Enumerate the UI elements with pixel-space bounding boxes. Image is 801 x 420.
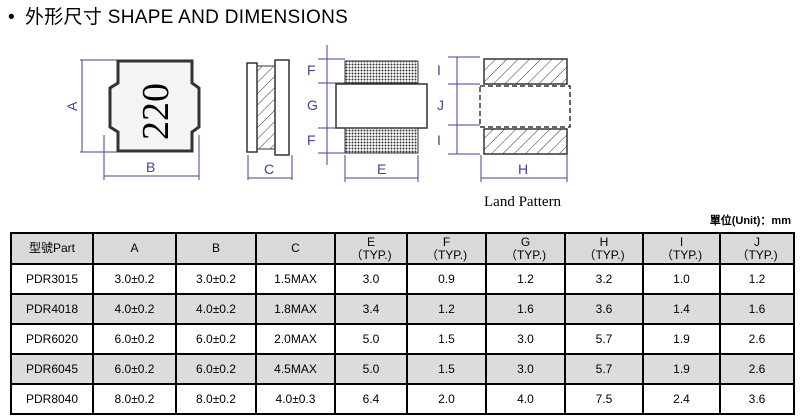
table-cell: 8.0±0.2 bbox=[92, 383, 177, 415]
table-cell: 2.4 bbox=[642, 383, 721, 415]
header-b: B bbox=[175, 232, 257, 265]
dim-label-h: H bbox=[518, 161, 528, 177]
table-cell: 1.2 bbox=[406, 293, 487, 325]
table-cell: 3.4 bbox=[334, 293, 408, 325]
dim-label-i-bottom: I bbox=[437, 132, 441, 148]
section-title: • 外形尺寸 SHAPE AND DIMENSIONS bbox=[8, 2, 348, 29]
table-cell: 5.0 bbox=[334, 353, 408, 385]
section-title-text: 外形尺寸 SHAPE AND DIMENSIONS bbox=[24, 7, 349, 28]
table-cell: 3.6 bbox=[719, 383, 795, 415]
table-cell: 3.6 bbox=[564, 293, 644, 325]
table-cell: 1.9 bbox=[642, 323, 721, 355]
table-cell: 1.2 bbox=[485, 263, 566, 295]
table-cell: 3.0 bbox=[485, 353, 566, 385]
table-row: PDR6020 6.0±0.2 6.0±0.2 2.0MAX 5.0 1.5 3.0 5.7 1… bbox=[10, 323, 795, 355]
table-cell: PDR4018 bbox=[10, 293, 94, 325]
table-cell: 1.9 bbox=[642, 353, 721, 385]
table-cell: 5.7 bbox=[564, 323, 644, 355]
table-cell: 5.0 bbox=[334, 323, 408, 355]
table-cell: 6.4 bbox=[334, 383, 408, 415]
table-row: PDR4018 4.0±0.2 4.0±0.2 1.8MAX 3.4 1.2 1.6 3.6 1… bbox=[10, 293, 795, 325]
header-i: I （TYP.) bbox=[642, 232, 721, 265]
dim-label-i-top: I bbox=[437, 62, 441, 78]
header-e: E （TYP.) bbox=[334, 232, 408, 265]
table-cell: 6.0±0.2 bbox=[92, 353, 177, 385]
table-cell: 3.0 bbox=[485, 323, 566, 355]
table-cell: 3.2 bbox=[564, 263, 644, 295]
table-cell: 2.0 bbox=[406, 383, 487, 415]
table-cell: 4.5MAX bbox=[255, 353, 336, 385]
dim-label-f-top: F bbox=[307, 62, 316, 78]
table-cell: 6.0±0.2 bbox=[175, 353, 257, 385]
dim-label-b: B bbox=[146, 159, 155, 175]
table-cell: 3.0±0.2 bbox=[175, 263, 257, 295]
table-cell: 1.2 bbox=[719, 263, 795, 295]
table-cell: 4.0±0.3 bbox=[255, 383, 336, 415]
table-row: PDR6045 6.0±0.2 6.0±0.2 4.5MAX 5.0 1.5 3.0 5.7 1… bbox=[10, 353, 795, 385]
table-cell: 1.6 bbox=[719, 293, 795, 325]
table-cell: 4.0 bbox=[485, 383, 566, 415]
dim-label-c: C bbox=[264, 161, 274, 177]
table-cell: 7.5 bbox=[564, 383, 644, 415]
table-cell: 1.5 bbox=[406, 353, 487, 385]
header-c: C bbox=[255, 232, 336, 265]
dim-label-g: G bbox=[307, 97, 318, 113]
dim-label-a: A bbox=[64, 101, 80, 111]
table-header-row: 型號Part A B C E （TYP.) F （TYP.) G （TYP.) H （T… bbox=[10, 232, 795, 265]
table-cell: 6.0±0.2 bbox=[175, 323, 257, 355]
header-j: J （TYP.) bbox=[719, 232, 795, 265]
header-g: G （TYP.) bbox=[485, 232, 566, 265]
table-cell: 2.0MAX bbox=[255, 323, 336, 355]
table-cell: 1.8MAX bbox=[255, 293, 336, 325]
dim-label-f-bottom: F bbox=[307, 132, 316, 148]
dimension-drawing: A B C E F G F H I J I 220 bbox=[64, 45, 571, 182]
table-cell: PDR3015 bbox=[10, 263, 94, 295]
dim-label-j: J bbox=[437, 97, 444, 113]
dim-label-e: E bbox=[377, 161, 386, 177]
table-cell: 2.6 bbox=[719, 353, 795, 385]
table-cell: 4.0±0.2 bbox=[175, 293, 257, 325]
table-cell: 0.9 bbox=[406, 263, 487, 295]
header-f: F （TYP.) bbox=[406, 232, 487, 265]
table-row: PDR8040 8.0±0.2 8.0±0.2 4.0±0.3 6.4 2.0 4.0 7.5… bbox=[10, 383, 795, 415]
table-cell: 6.0±0.2 bbox=[92, 323, 177, 355]
table-cell: 3.0 bbox=[334, 263, 408, 295]
unit-label: 單位(Unit)：mm bbox=[709, 215, 791, 227]
table-row: PDR3015 3.0±0.2 3.0±0.2 1.5MAX 3.0 0.9 1.2 3.2 1… bbox=[10, 263, 795, 295]
part-marking: 220 bbox=[135, 83, 177, 140]
table-cell: PDR8040 bbox=[10, 383, 94, 415]
dimensions-table: 型號Part A B C E （TYP.) F （TYP.) G （TYP.) H （T… bbox=[10, 232, 795, 415]
table-cell: 1.5 bbox=[406, 323, 487, 355]
header-h: H （TYP.) bbox=[564, 232, 644, 265]
header-a: A bbox=[92, 232, 177, 265]
table-cell: 5.7 bbox=[564, 353, 644, 385]
table-cell: PDR6045 bbox=[10, 353, 94, 385]
table-cell: 1.0 bbox=[642, 263, 721, 295]
table-cell: 1.5MAX bbox=[255, 263, 336, 295]
table-cell: PDR6020 bbox=[10, 323, 94, 355]
header-part: 型號Part bbox=[10, 232, 94, 265]
table-cell: 1.6 bbox=[485, 293, 566, 325]
table-cell: 3.0±0.2 bbox=[92, 263, 177, 295]
table-cell: 2.6 bbox=[719, 323, 795, 355]
table-cell: 1.4 bbox=[642, 293, 721, 325]
table-cell: 4.0±0.2 bbox=[92, 293, 177, 325]
land-pattern-label: Land Pattern bbox=[484, 194, 562, 210]
table-cell: 8.0±0.2 bbox=[175, 383, 257, 415]
bullet: • bbox=[8, 7, 15, 28]
